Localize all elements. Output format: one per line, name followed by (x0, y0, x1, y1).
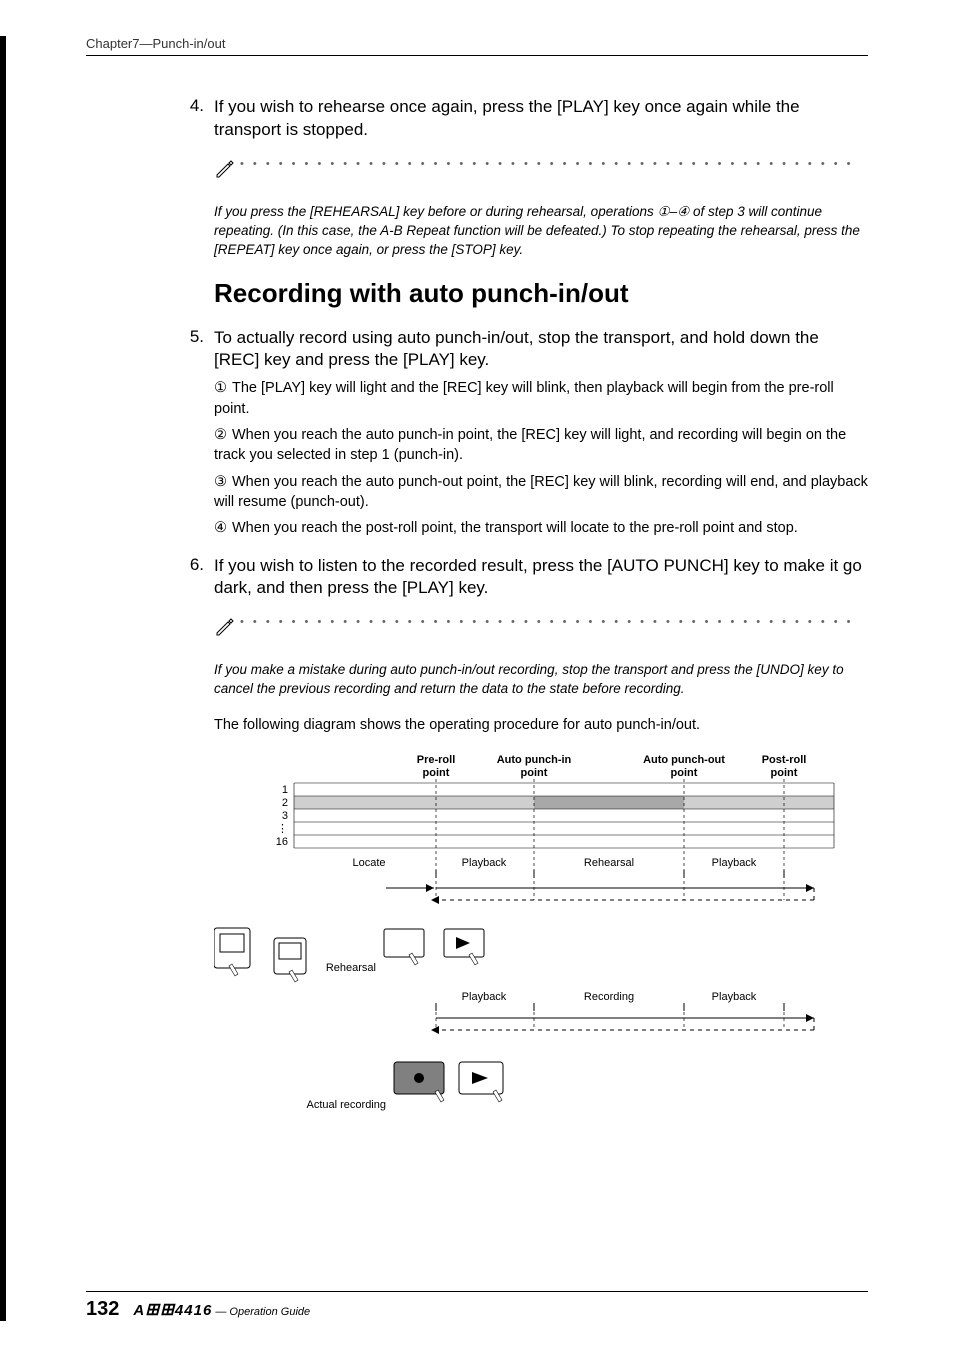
note-1: • • • • • • • • • • • • • • • • • • • • … (214, 158, 868, 183)
step-4-num: 4. (186, 96, 214, 148)
svg-text:Recording: Recording (584, 991, 634, 1003)
timing-diagram: Pre-rollpointAuto punch-inpointAuto punc… (214, 751, 868, 1176)
footer-model: A𐌎𐌎4416 (133, 1302, 212, 1319)
step-5-sub-1: ①The [PLAY] key will light and the [REC]… (214, 378, 868, 419)
svg-text:Rehearsal: Rehearsal (584, 857, 634, 869)
svg-text:Auto punch-out: Auto punch-out (643, 754, 725, 766)
svg-text:Actual recording: Actual recording (307, 1099, 387, 1111)
footer: 132 A𐌎𐌎4416 — Operation Guide (86, 1291, 868, 1321)
svg-text:16: 16 (276, 836, 288, 848)
svg-text:Locate: Locate (352, 857, 385, 869)
left-thick-bar (0, 36, 6, 1321)
svg-text:Playback: Playback (712, 857, 757, 869)
svg-text:Post-roll: Post-roll (762, 754, 807, 766)
svg-text:Rehearsal: Rehearsal (326, 962, 376, 974)
pencil-icon (214, 158, 240, 183)
svg-text:point: point (671, 767, 698, 779)
footer-guide: — Operation Guide (215, 1306, 310, 1318)
note-2-dots: • • • • • • • • • • • • • • • • • • • • … (240, 616, 868, 641)
step-5-sub-4: ④When you reach the post-roll point, the… (214, 518, 868, 538)
step-5-sub-2: ②When you reach the auto punch-in point,… (214, 425, 868, 466)
svg-text:3: 3 (282, 810, 288, 822)
main-content: 4. If you wish to rehearse once again, p… (86, 96, 868, 1176)
step-4-title: If you wish to rehearse once again, pres… (214, 96, 868, 142)
step-6-title: If you wish to listen to the recorded re… (214, 555, 868, 601)
note-1-dots: • • • • • • • • • • • • • • • • • • • • … (240, 158, 868, 183)
footer-rule (86, 1291, 868, 1292)
step-5-sub-3: ③When you reach the auto punch-out point… (214, 472, 868, 513)
svg-text:Auto punch-in: Auto punch-in (497, 754, 572, 766)
svg-text:Playback: Playback (712, 991, 757, 1003)
step-5: 5. To actually record using auto punch-i… (186, 327, 868, 545)
svg-text:point: point (771, 767, 798, 779)
section-heading: Recording with auto punch-in/out (214, 278, 868, 309)
svg-text:point: point (521, 767, 548, 779)
diagram-intro: The following diagram shows the operatin… (214, 717, 868, 733)
note-1-text: If you press the [REHEARSAL] key before … (214, 203, 868, 260)
svg-text:Pre-roll: Pre-roll (417, 754, 456, 766)
step-6: 6. If you wish to listen to the recorded… (186, 555, 868, 607)
svg-text:Playback: Playback (462, 991, 507, 1003)
step-4: 4. If you wish to rehearse once again, p… (186, 96, 868, 148)
header-chapter: Chapter7—Punch-in/out (86, 36, 868, 51)
step-5-num: 5. (186, 327, 214, 545)
step-6-num: 6. (186, 555, 214, 607)
step-5-title: To actually record using auto punch-in/o… (214, 327, 868, 373)
svg-text:⋮: ⋮ (277, 823, 288, 835)
svg-text:point: point (423, 767, 450, 779)
header-rule (86, 55, 868, 56)
note-2-text: If you make a mistake during auto punch-… (214, 661, 868, 699)
svg-text:2: 2 (282, 797, 288, 809)
footer-page: 132 (86, 1298, 119, 1321)
svg-text:Playback: Playback (462, 857, 507, 869)
note-2: • • • • • • • • • • • • • • • • • • • • … (214, 616, 868, 641)
pencil-icon (214, 616, 240, 641)
svg-text:1: 1 (282, 784, 288, 796)
